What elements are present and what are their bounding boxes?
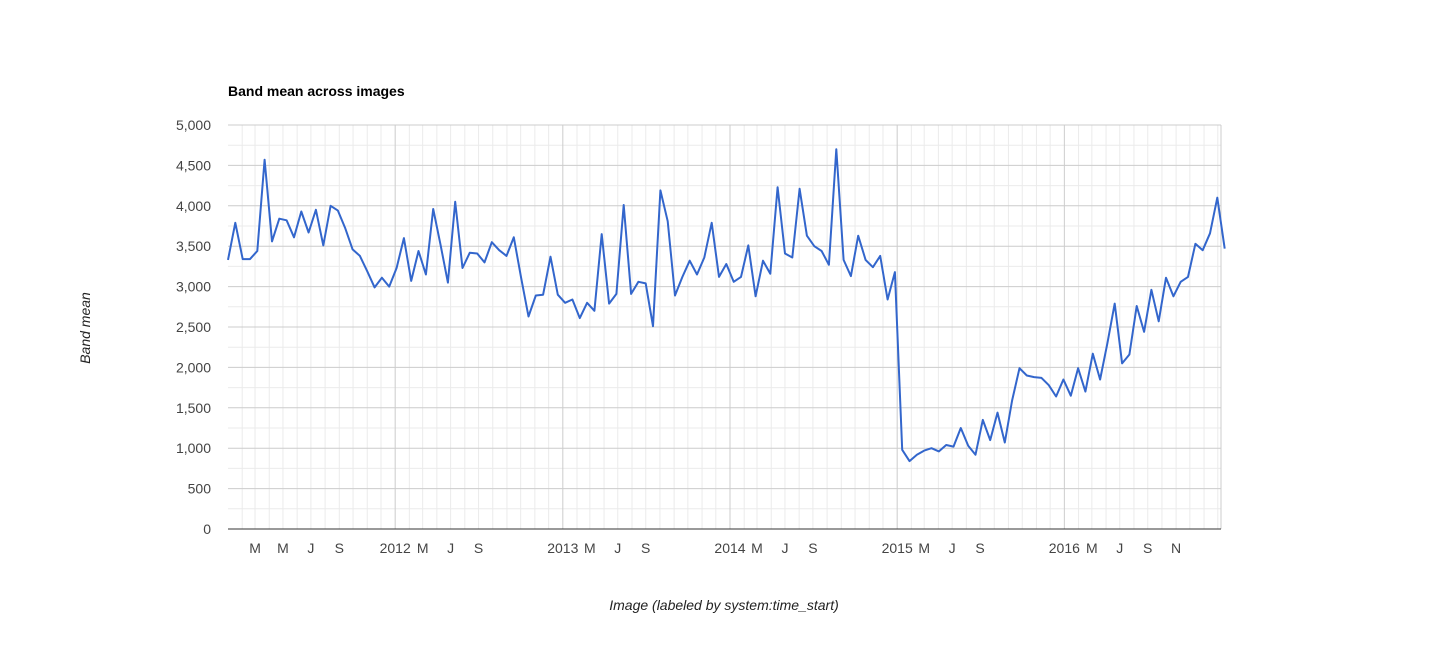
y-tick-label: 4,000 (176, 198, 211, 214)
x-tick-label: 2012 (380, 540, 411, 556)
y-tick-label: 1,500 (176, 400, 211, 416)
y-tick-label: 5,000 (176, 117, 211, 133)
y-tick-label: 500 (188, 481, 212, 497)
y-axis-ticks: 0 500 1,000 1,500 2,000 2,500 3,000 3,500 4,000 4… (176, 117, 211, 537)
x-tick-label: S (474, 540, 483, 556)
x-tick-label: S (335, 540, 344, 556)
x-tick-label: S (975, 540, 984, 556)
x-tick-label: J (781, 540, 788, 556)
x-tick-label: J (949, 540, 956, 556)
y-tick-label: 3,000 (176, 279, 211, 295)
x-tick-label: J (447, 540, 454, 556)
x-tick-label: M (249, 540, 261, 556)
x-tick-label: S (641, 540, 650, 556)
y-tick-label: 2,000 (176, 359, 211, 375)
x-tick-label: 2013 (547, 540, 578, 556)
x-tick-label: J (1116, 540, 1123, 556)
series-group (227, 148, 1226, 463)
chart-title: Band mean across images (228, 83, 405, 99)
x-tick-label: J (614, 540, 621, 556)
x-tick-label: S (808, 540, 817, 556)
x-tick-label: M (584, 540, 596, 556)
series-line (227, 148, 1226, 463)
y-axis-title: Band mean (77, 292, 93, 364)
y-tick-label: 0 (203, 521, 211, 537)
y-tick-label: 2,500 (176, 319, 211, 335)
major-gridlines (228, 124, 1222, 529)
y-tick-label: 4,500 (176, 157, 211, 173)
x-tick-label: M (918, 540, 930, 556)
x-tick-label: M (751, 540, 763, 556)
x-axis-ticks: M M J S 2012 M J S 2013 M J S 2014 M J S 2015 M J S 2016 M J S N (249, 540, 1181, 556)
x-tick-label: 2016 (1049, 540, 1080, 556)
x-tick-label: M (1086, 540, 1098, 556)
y-tick-label: 1,000 (176, 440, 211, 456)
x-tick-label: M (417, 540, 429, 556)
x-tick-label: J (307, 540, 314, 556)
x-tick-label: 2015 (882, 540, 913, 556)
x-axis-title: Image (labeled by system:time_start) (609, 597, 839, 613)
x-tick-label: 2014 (714, 540, 745, 556)
y-tick-label: 3,500 (176, 238, 211, 254)
x-tick-label: N (1171, 540, 1181, 556)
x-tick-label: M (277, 540, 289, 556)
x-tick-label: S (1143, 540, 1152, 556)
